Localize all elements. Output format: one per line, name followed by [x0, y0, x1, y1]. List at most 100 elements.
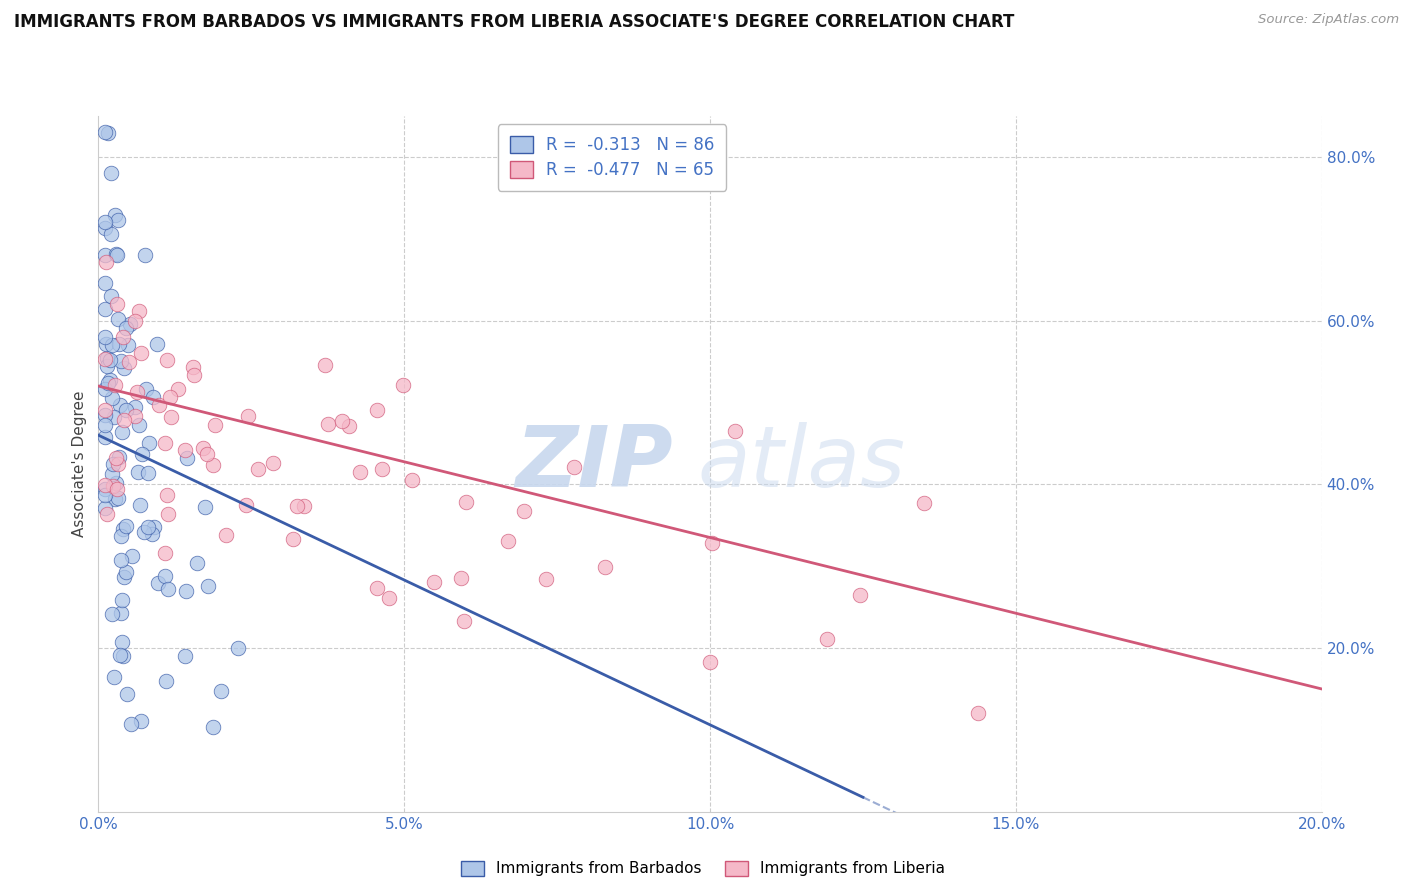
Point	[105, 248, 128, 262]
Point	[967, 706, 990, 721]
Point	[371, 461, 394, 475]
Point	[100, 337, 122, 351]
Point	[96, 359, 118, 373]
Point	[121, 549, 143, 563]
Point	[103, 409, 125, 424]
Point	[513, 504, 536, 518]
Point	[136, 520, 159, 534]
Point	[93, 382, 115, 396]
Point	[97, 126, 120, 140]
Point	[138, 435, 160, 450]
Point	[156, 352, 179, 367]
Point	[104, 208, 127, 222]
Point	[124, 313, 146, 327]
Point	[593, 559, 616, 574]
Point	[94, 276, 117, 290]
Point	[191, 441, 214, 455]
Point	[849, 588, 872, 602]
Point	[114, 402, 136, 417]
Point	[117, 338, 139, 352]
Point	[201, 458, 224, 473]
Point	[118, 317, 141, 331]
Point	[110, 553, 132, 567]
Point	[815, 632, 838, 646]
Point	[450, 571, 472, 585]
Point	[699, 655, 721, 669]
Point	[93, 482, 115, 496]
Text: atlas: atlas	[697, 422, 905, 506]
Point	[453, 615, 475, 629]
Point	[110, 529, 132, 543]
Point	[98, 373, 121, 387]
Point	[262, 456, 284, 470]
Point	[93, 221, 115, 235]
Point	[96, 351, 118, 365]
Point	[146, 576, 169, 591]
Point	[110, 635, 132, 649]
Point	[366, 403, 388, 417]
Point	[292, 499, 315, 513]
Point	[498, 534, 520, 549]
Point	[93, 417, 115, 432]
Point	[125, 385, 148, 400]
Legend: R =  -0.313   N = 86, R =  -0.477   N = 65: R = -0.313 N = 86, R = -0.477 N = 65	[498, 124, 727, 191]
Point	[93, 301, 115, 316]
Point	[378, 591, 401, 605]
Text: ZIP: ZIP	[516, 422, 673, 506]
Point	[94, 337, 117, 351]
Y-axis label: Associate's Degree: Associate's Degree	[72, 391, 87, 537]
Point	[724, 424, 747, 438]
Point	[159, 391, 181, 405]
Point	[401, 473, 423, 487]
Point	[115, 687, 138, 701]
Legend: Immigrants from Barbados, Immigrants from Liberia: Immigrants from Barbados, Immigrants fro…	[456, 855, 950, 882]
Point	[153, 436, 176, 450]
Point	[114, 519, 136, 533]
Point	[176, 450, 198, 465]
Point	[101, 392, 124, 406]
Point	[100, 166, 122, 180]
Point	[114, 565, 136, 579]
Point	[104, 247, 127, 261]
Point	[330, 414, 353, 428]
Point	[93, 430, 115, 444]
Point	[111, 330, 134, 344]
Point	[349, 465, 371, 479]
Point	[93, 215, 115, 229]
Point	[247, 462, 270, 476]
Point	[105, 476, 128, 491]
Point	[186, 556, 208, 570]
Point	[153, 546, 176, 560]
Point	[124, 409, 146, 423]
Point	[101, 467, 124, 481]
Point	[423, 574, 446, 589]
Point	[174, 442, 197, 457]
Point	[108, 337, 131, 351]
Point	[101, 478, 124, 492]
Point	[156, 507, 179, 521]
Point	[104, 450, 127, 465]
Point	[146, 336, 169, 351]
Point	[112, 570, 135, 584]
Point	[93, 501, 115, 516]
Point	[339, 419, 361, 434]
Point	[107, 213, 129, 227]
Point	[183, 368, 205, 383]
Point	[316, 417, 339, 431]
Point	[93, 477, 115, 491]
Point	[156, 488, 179, 502]
Point	[238, 409, 260, 423]
Point	[124, 400, 146, 414]
Point	[195, 447, 218, 461]
Point	[105, 483, 128, 497]
Point	[101, 607, 124, 622]
Point	[112, 413, 135, 427]
Point	[104, 378, 127, 392]
Point	[107, 457, 129, 471]
Point	[141, 527, 163, 541]
Point	[135, 383, 157, 397]
Point	[105, 297, 128, 311]
Point	[197, 579, 219, 593]
Point	[111, 593, 134, 607]
Point	[101, 458, 124, 472]
